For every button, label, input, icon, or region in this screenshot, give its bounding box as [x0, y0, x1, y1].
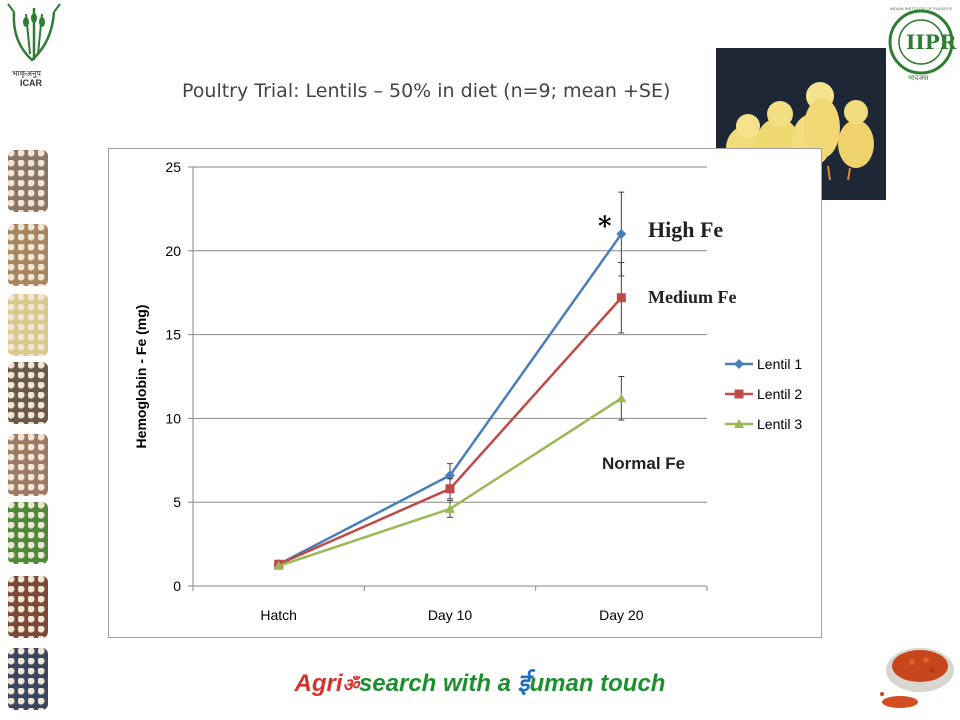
- seed-strip-column: [0, 148, 56, 720]
- icar-logo-hindi: भाकृअनुप: [12, 69, 41, 78]
- legend-marker: [734, 419, 744, 428]
- data-point: [616, 393, 627, 403]
- seed-image: [8, 294, 48, 356]
- seed-image: [8, 224, 48, 286]
- seed-image: [8, 362, 48, 424]
- y-tick-label: 25: [165, 159, 181, 175]
- slogan-glyph: ॐ: [342, 675, 359, 695]
- iipr-logo: IIPR INDIAN INSTITUTE OF PULSES RESEARCH…: [888, 2, 957, 86]
- hemoglobin-chart: 0 5 10 15 20 25 Hatch Day 10 Day 20 Hemoglobin - …: [133, 159, 802, 623]
- seed-image: [8, 434, 48, 496]
- legend-marker: [734, 359, 744, 369]
- annotation-medium-fe: Medium Fe: [648, 287, 736, 307]
- chart-frame: 0 5 10 15 20 25 Hatch Day 10 Day 20 Hemoglobin - …: [108, 148, 822, 638]
- iipr-seal-icon: [888, 9, 954, 75]
- data-point: [445, 503, 455, 513]
- wheat-emblem-icon: [7, 3, 61, 62]
- x-tick-label: Day 20: [599, 607, 644, 623]
- significance-star: *: [598, 212, 612, 242]
- slogan-glyph2: ई: [517, 670, 530, 697]
- slogan-part2: search with a: [358, 670, 518, 697]
- lentil-bowl-photo: [872, 630, 956, 714]
- x-tick-label: Day 10: [428, 607, 473, 623]
- data-point: [616, 229, 627, 240]
- y-tick-label: 20: [165, 243, 181, 259]
- seed-image: [8, 576, 48, 638]
- legend-label: Lentil 3: [757, 416, 802, 432]
- data-point: [616, 293, 626, 303]
- slogan-part1: Agri: [294, 670, 343, 697]
- legend-label: Lentil 2: [757, 386, 802, 402]
- icar-logo-text: ICAR: [20, 78, 42, 88]
- footer-slogan: Agriॐsearch with a ईuman touch: [0, 666, 960, 699]
- legend-marker: [734, 389, 744, 399]
- y-tick-label: 15: [165, 327, 181, 343]
- seed-image: [8, 648, 48, 710]
- annotation-high-fe: High Fe: [648, 217, 723, 242]
- slide-title: Poultry Trial: Lentils – 50% in diet (n=…: [182, 80, 671, 102]
- seed-image: [8, 502, 48, 564]
- lentil-bowl-icon: [880, 648, 954, 708]
- y-tick-label: 0: [173, 578, 181, 594]
- data-point: [445, 470, 455, 481]
- y-axis-label: Hemoglobin - Fe (mg): [133, 305, 149, 449]
- iipr-logo-text: IIPR: [906, 30, 957, 54]
- x-tick-label: Hatch: [260, 607, 297, 623]
- legend-label: Lentil 1: [757, 356, 802, 372]
- y-tick-label: 10: [165, 410, 181, 426]
- iipr-ring-text: INDIAN INSTITUTE OF PULSES RESEARCH: [890, 6, 952, 11]
- y-tick-label: 5: [173, 494, 181, 510]
- seed-image: [8, 150, 48, 212]
- icar-logo: भाकृअनुप ICAR: [4, 2, 64, 90]
- annotation-normal-fe: Normal Fe: [602, 454, 685, 473]
- data-point: [445, 484, 455, 494]
- iipr-logo-hindi: भादअस: [908, 74, 929, 82]
- slogan-part3: uman touch: [529, 670, 666, 697]
- data-point: [273, 560, 284, 570]
